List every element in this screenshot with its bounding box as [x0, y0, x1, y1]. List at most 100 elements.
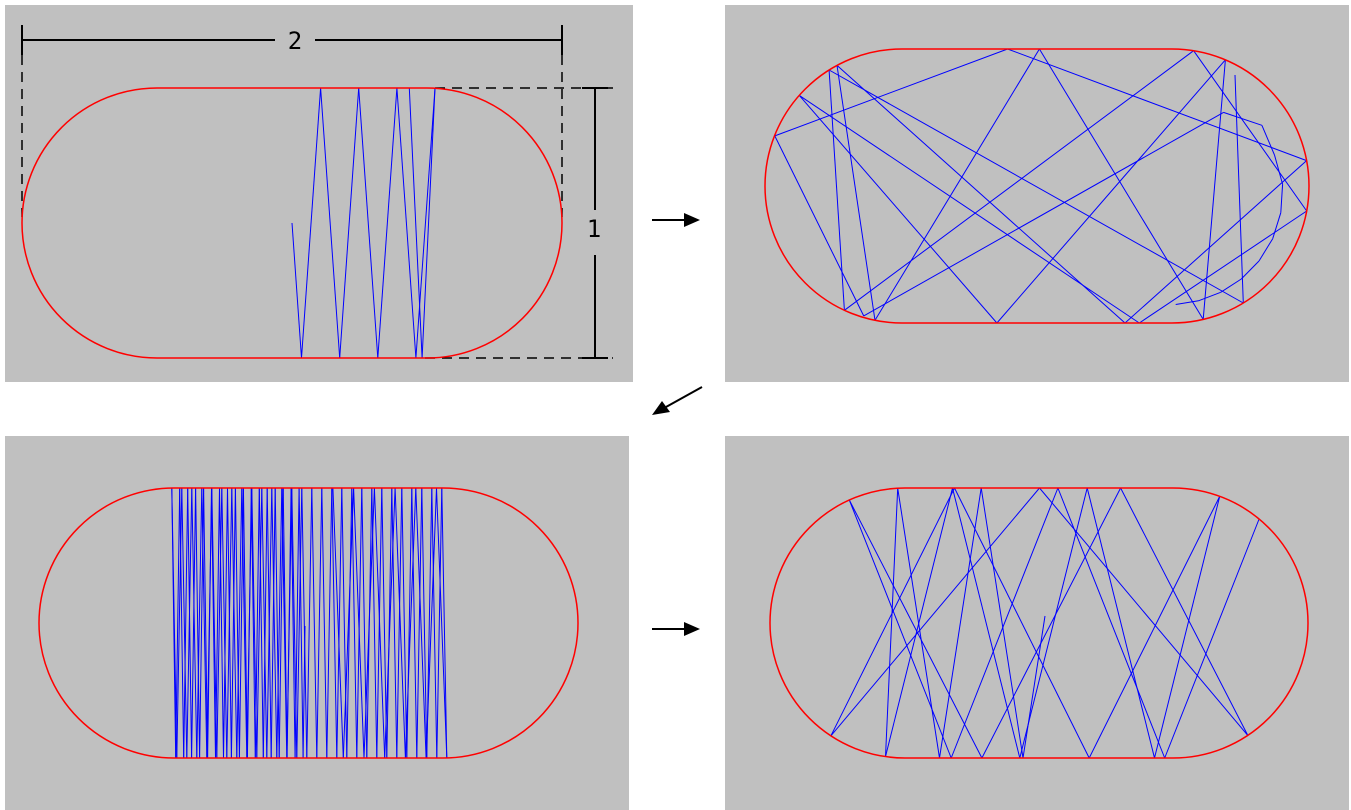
trajectory	[291, 87, 436, 359]
trajectory-segment	[191, 487, 197, 759]
trajectory-segment	[425, 487, 437, 759]
right-arrow	[652, 622, 700, 636]
trajectory-segment	[952, 487, 1021, 759]
trajectory-segment	[286, 487, 293, 759]
trajectory-segment	[830, 487, 1040, 737]
trajectory-segment	[246, 487, 253, 759]
trajectory-segment	[290, 487, 296, 759]
trajectory-segment	[436, 487, 443, 759]
stadium-diagram-2	[764, 48, 1310, 324]
stadium-boundary	[21, 87, 563, 359]
trajectory-segment	[230, 487, 236, 759]
trajectory-segment	[211, 487, 218, 759]
trajectory-segment	[408, 87, 423, 359]
trajectory-segment	[226, 487, 233, 759]
trajectory-segment	[774, 135, 865, 317]
trajectory	[830, 487, 1260, 759]
trajectory-segment	[291, 487, 298, 759]
trajectory-segment	[950, 487, 1059, 759]
trajectory-segment	[885, 488, 899, 757]
trajectory-segment	[874, 48, 1040, 321]
trajectory-segment	[1258, 238, 1274, 262]
trajectory-segment	[311, 487, 318, 759]
trajectory-segment	[274, 487, 280, 759]
trajectory-segment	[1198, 291, 1221, 302]
trajectory-segment	[836, 65, 876, 321]
trajectory-segment	[171, 487, 178, 759]
trajectory-segment	[1234, 74, 1244, 304]
trajectory-segment	[844, 50, 1194, 311]
trajectory-segment	[179, 487, 185, 759]
trajectory-segment	[401, 487, 408, 759]
trajectory-segment	[331, 487, 338, 759]
trajectory-segment	[980, 487, 1024, 759]
trajectory-segment	[266, 487, 273, 759]
trajectory-segment	[431, 487, 438, 759]
trajectory-segment	[298, 487, 304, 759]
trajectory-segment	[1274, 154, 1284, 185]
trajectory-segment	[256, 487, 263, 759]
billiard-panel-2	[725, 5, 1349, 382]
trajectory-segment	[396, 487, 403, 759]
trajectory-segment	[411, 487, 418, 759]
trajectory-segment	[341, 487, 348, 759]
trajectory	[774, 48, 1308, 324]
trajectory-segment	[191, 487, 198, 759]
trajectory-segment	[836, 65, 1126, 324]
trajectory-segment	[358, 87, 379, 359]
trajectory-segment	[196, 487, 203, 759]
trajectory-segment	[219, 487, 224, 759]
trajectory-segment	[1154, 496, 1221, 759]
trajectory-segment	[416, 487, 423, 759]
stadium-boundary	[38, 487, 579, 759]
trajectory-segment	[954, 487, 1090, 759]
stadium-diagram-1: 2 1	[21, 25, 613, 359]
trajectory-segment	[828, 69, 1244, 304]
height-label: 1	[587, 215, 601, 243]
stadium-diagram-3	[38, 487, 579, 759]
trajectory-segment	[1175, 300, 1199, 305]
trajectory-segment	[396, 87, 417, 359]
trajectory-segment	[339, 87, 360, 359]
trajectory-segment	[996, 59, 1226, 324]
trajectory-segment	[863, 111, 1224, 317]
down-left-arrow	[652, 386, 703, 415]
trajectory-segment	[336, 487, 343, 759]
trajectory-segment	[981, 487, 1122, 759]
trajectory-segment	[798, 95, 998, 324]
trajectory-segment	[221, 487, 228, 759]
trajectory-segment	[386, 487, 393, 759]
trajectory-segment	[1193, 50, 1308, 212]
trajectory-segment	[421, 88, 436, 359]
trajectory-segment	[384, 487, 396, 759]
trajectory-segment	[1261, 125, 1275, 156]
trajectory-segment	[377, 87, 398, 359]
trajectory-segment	[203, 487, 209, 759]
trajectory-segment	[1202, 59, 1226, 320]
trajectory-segment	[1022, 615, 1046, 759]
trajectory-segment	[332, 487, 344, 759]
trajectory-segment	[1038, 48, 1204, 320]
trajectory-segment	[231, 487, 238, 759]
trajectory-segment	[421, 487, 428, 759]
stadium-boundary	[769, 487, 1309, 759]
trajectory-segment	[216, 487, 223, 759]
billiard-panel-3	[5, 436, 629, 810]
trajectory-segment	[415, 88, 436, 359]
right-arrow	[652, 213, 700, 227]
trajectory-segment	[363, 487, 375, 759]
trajectory-segment	[321, 487, 328, 759]
trajectory-segment	[250, 487, 256, 759]
trajectory-segment	[261, 487, 268, 759]
trajectory-segment	[1240, 260, 1260, 280]
trajectory-segment	[1280, 184, 1284, 213]
trajectory-segment	[276, 487, 283, 759]
trajectory-segment	[242, 487, 248, 759]
trajectory-segment	[291, 222, 302, 359]
trajectory-segment	[1272, 212, 1282, 239]
trajectory-segment	[236, 487, 243, 759]
trajectory-segment	[394, 487, 406, 759]
trajectory-segment	[373, 487, 386, 759]
trajectory-segment	[201, 487, 208, 759]
trajectory-segment	[1120, 487, 1249, 736]
